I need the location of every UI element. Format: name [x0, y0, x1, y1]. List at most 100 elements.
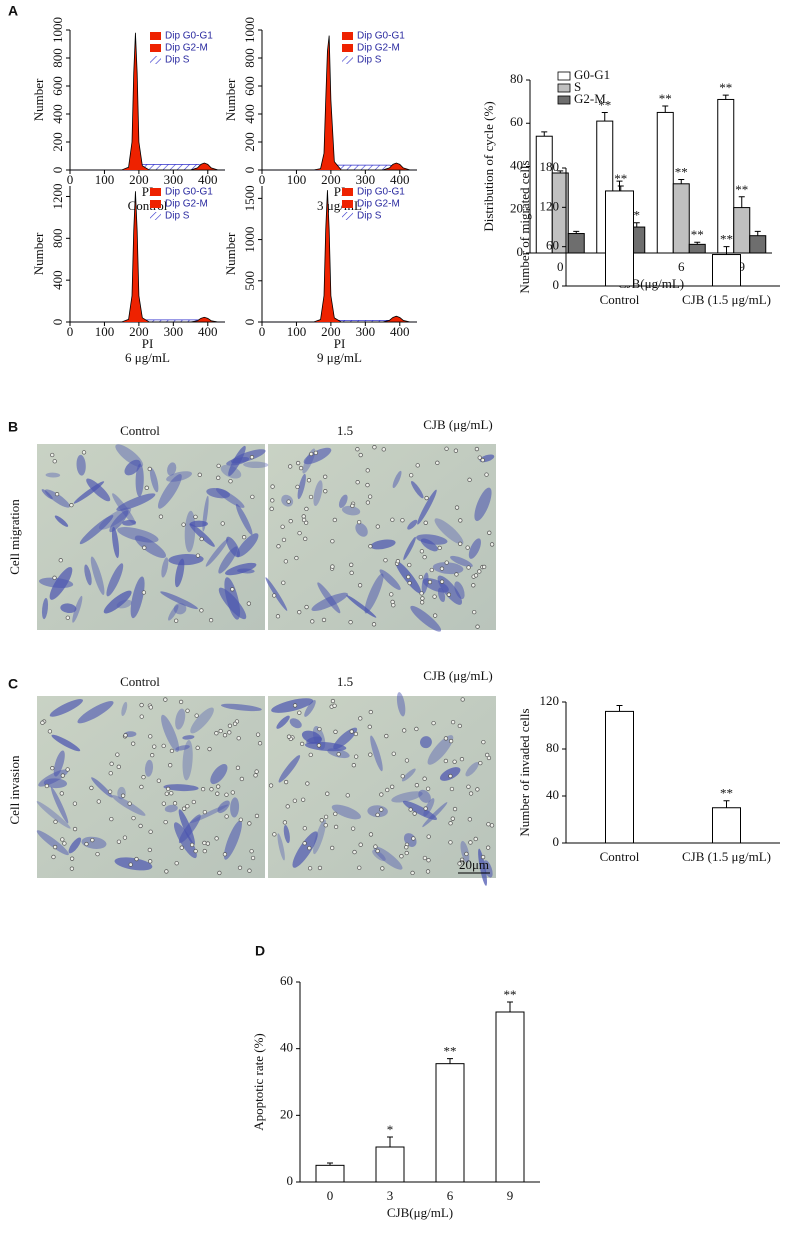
pore [330, 845, 335, 851]
cell [68, 837, 82, 854]
legend-label: Dip G0-G1 [165, 187, 213, 198]
legend-label: Dip S [357, 55, 382, 66]
error-bar [662, 105, 669, 113]
pore [418, 574, 423, 580]
cell [228, 445, 246, 477]
pore [420, 596, 425, 601]
pore [294, 555, 299, 561]
pore [148, 734, 153, 739]
pore [365, 468, 370, 473]
cell [168, 604, 179, 621]
pore [409, 473, 414, 478]
area-fill [70, 163, 225, 170]
pore [414, 783, 420, 788]
panel-label: D [255, 943, 265, 959]
pore [489, 542, 495, 547]
pore [419, 600, 425, 605]
pore [232, 721, 238, 726]
pore [477, 569, 482, 574]
pore [60, 773, 65, 778]
pore [72, 826, 78, 832]
pore [383, 558, 388, 563]
pore [230, 790, 235, 795]
pore [349, 729, 354, 734]
cell [450, 555, 473, 568]
cell [311, 592, 348, 612]
pore [95, 851, 100, 857]
pore [423, 520, 428, 525]
cell [72, 595, 83, 623]
bar [375, 1146, 405, 1183]
y-tick-label: 0 [50, 319, 65, 326]
pore [195, 553, 201, 558]
pore [282, 820, 288, 825]
x-axis-label: CJB(μg/mL) [387, 1205, 453, 1220]
pore [285, 804, 290, 809]
pore [390, 517, 395, 522]
pore [454, 572, 459, 577]
y-tick-label: 0 [50, 167, 65, 174]
legend-swatch [150, 212, 161, 220]
pore [384, 733, 389, 739]
pore [303, 536, 308, 541]
pore [161, 801, 166, 806]
x-tick-label: 200 [321, 172, 341, 187]
pore [375, 848, 380, 854]
pore [444, 560, 449, 565]
significance: * [387, 1122, 394, 1137]
y-tick-label: 800 [50, 48, 65, 68]
cell [226, 536, 240, 558]
cell [50, 787, 69, 824]
pore [306, 478, 312, 483]
pore [425, 786, 431, 791]
pore [272, 593, 277, 598]
pore [172, 801, 178, 806]
pore [199, 608, 204, 613]
cell [76, 454, 86, 476]
pore [486, 755, 492, 761]
error-bar [722, 94, 729, 100]
cell [437, 587, 446, 603]
pore [308, 494, 314, 500]
cell [410, 605, 442, 632]
pore [269, 506, 274, 511]
pore [333, 824, 339, 830]
y-tick-label: 60 [280, 973, 293, 988]
pore [464, 851, 469, 857]
pore [69, 503, 74, 508]
pore [404, 850, 409, 856]
pore [453, 448, 459, 453]
pore [444, 446, 449, 451]
pore [425, 869, 431, 874]
pore [197, 472, 202, 477]
pore [194, 713, 199, 718]
error-bar [723, 246, 730, 255]
y-tick-label: 1000 [50, 17, 65, 43]
cell [370, 539, 396, 550]
pore [349, 570, 354, 575]
pore [134, 856, 139, 862]
legend-swatch [150, 200, 161, 208]
pore [443, 736, 449, 741]
pore [375, 524, 380, 529]
y-axis-label: Number of migrated cells [517, 160, 532, 293]
cell [178, 814, 201, 844]
pore [308, 752, 313, 758]
pore [120, 793, 126, 798]
cell [304, 700, 316, 717]
cell [168, 554, 204, 566]
pore [127, 801, 132, 806]
pore [150, 753, 155, 758]
pore [189, 842, 195, 848]
y-tick-label: 200 [50, 132, 65, 152]
y-tick-label: 180 [540, 159, 560, 174]
y-tick-label: 40 [280, 1040, 293, 1055]
pore [283, 779, 289, 785]
pore [185, 804, 190, 809]
pore [477, 455, 482, 460]
pore [295, 460, 301, 466]
bar [672, 183, 690, 254]
pore [475, 624, 480, 629]
chart-title: 9 μg/mL [317, 350, 362, 365]
pore [109, 816, 114, 822]
